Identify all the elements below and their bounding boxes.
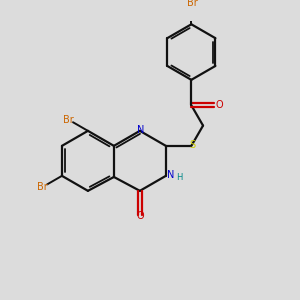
Text: O: O bbox=[216, 100, 223, 110]
Text: S: S bbox=[189, 140, 196, 150]
Text: N: N bbox=[167, 170, 174, 180]
Text: O: O bbox=[136, 211, 144, 221]
Text: Br: Br bbox=[63, 115, 74, 125]
Text: Br: Br bbox=[37, 182, 47, 192]
Text: H: H bbox=[176, 173, 183, 182]
Text: Br: Br bbox=[187, 0, 197, 8]
Text: N: N bbox=[137, 125, 144, 135]
